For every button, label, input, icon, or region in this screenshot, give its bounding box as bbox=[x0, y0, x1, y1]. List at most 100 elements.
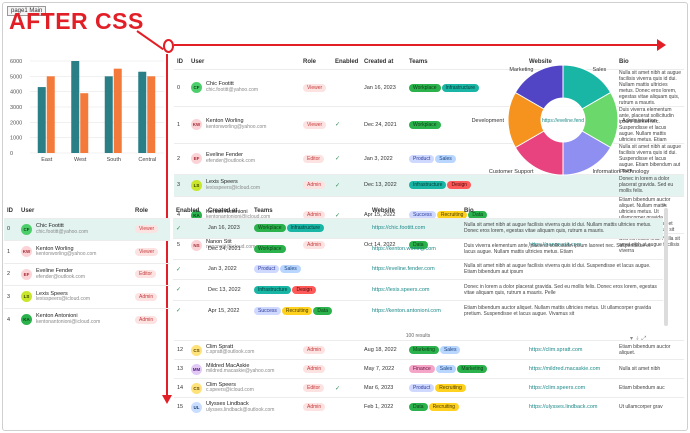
website-cell[interactable]: https://kenton.antonioni.com bbox=[369, 299, 461, 321]
column-header[interactable]: Enabled bbox=[176, 207, 200, 214]
table-row[interactable]: 2 EF Eveline Fender efender@outlook.com Edit… bbox=[4, 262, 170, 286]
download-icon[interactable]: ⤓ bbox=[636, 336, 642, 342]
table-row[interactable]: 3 LS Lexis Speers lexisspeers@icloud.com Adm… bbox=[4, 285, 170, 308]
teams-cell: Infrastructure Design bbox=[251, 279, 369, 300]
table-row[interactable]: Dec 24, 2021 Workplace https://kenton.worl… bbox=[173, 238, 663, 259]
donut-chart-svg: Sales Administration Information Technolog… bbox=[472, 64, 657, 176]
website-cell-text[interactable]: https://eveline.fender.com bbox=[372, 266, 435, 273]
column-header[interactable]: Created at bbox=[208, 207, 238, 214]
website-cell[interactable]: https://lexis.speers.com bbox=[369, 279, 461, 300]
website-cell-text[interactable]: https://kenton.worling.com bbox=[372, 245, 436, 252]
table-row[interactable]: ✓ Dec 13, 2022 Infrastructure Design https:/… bbox=[173, 279, 663, 300]
avatar: EF bbox=[191, 153, 202, 164]
table-row[interactable]: 14 CS Clim Speers c.speers@icloud.com Editor… bbox=[174, 378, 684, 398]
user-cell: CF Chic Footitt chic.footitt@yahoo.com bbox=[191, 81, 297, 93]
table-row[interactable]: 0 CF Chic Footitt chic.footitt@yahoo.com Vie… bbox=[4, 217, 170, 241]
website-cell-text[interactable]: https://lexis.speers.com bbox=[372, 286, 430, 293]
column-header[interactable]: User bbox=[191, 58, 205, 65]
enabled-cell bbox=[332, 397, 361, 417]
filter-icon[interactable]: ▾ bbox=[630, 336, 637, 342]
created-cell-text: Jan 3, 2022 bbox=[364, 155, 393, 162]
id-cell: 3 bbox=[4, 285, 18, 308]
website-cell[interactable]: https://chic.footitt.com bbox=[369, 217, 461, 239]
enabled-cell: ✓ bbox=[332, 105, 361, 143]
table-row[interactable]: 13 MM Mildred MacAskie mildred.macaskie@yah… bbox=[174, 359, 684, 379]
enabled-cell bbox=[332, 359, 361, 379]
website-cell[interactable]: https://clim.speers.com bbox=[526, 378, 616, 398]
user-email: kentonantonioni@icloud.com bbox=[36, 318, 101, 325]
table-row[interactable]: ✓ Jan 3, 2022 Product Sales https://eveline.… bbox=[173, 258, 663, 280]
role-badge: Admin bbox=[135, 292, 158, 301]
id-cell: 12 bbox=[174, 340, 188, 360]
results-count: 100 results bbox=[405, 333, 431, 339]
expand-icon[interactable]: ⤢ bbox=[641, 336, 650, 342]
user-cell-td: LS Lexis Speers lexisspeers@icloud.com bbox=[188, 173, 300, 197]
team-badge: Sales bbox=[435, 365, 457, 373]
user-email: chic.footitt@yahoo.com bbox=[206, 86, 259, 93]
table-row[interactable]: 1 KW Kenton Worling kentonworling@yahoo.com… bbox=[4, 240, 170, 263]
website-cell[interactable]: https://clim.spratt.com bbox=[526, 340, 616, 360]
created-cell-text: May 7, 2022 bbox=[364, 366, 395, 372]
created-cell-text: Apr 15, 2022 bbox=[364, 212, 396, 218]
column-header[interactable]: Teams bbox=[409, 58, 428, 65]
website-cell-text[interactable]: https://kenton.antonioni.com bbox=[372, 307, 441, 314]
column-header[interactable]: Enabled bbox=[335, 58, 359, 65]
bio-cell-text: Etiam bibendum auctor aliquet. Nullam ma… bbox=[464, 304, 652, 317]
website-cell-text[interactable]: https://mildred.macaskie.com bbox=[529, 366, 601, 372]
avatar: KA bbox=[191, 209, 202, 221]
scroll-up-icon[interactable]: ▲ bbox=[662, 202, 667, 208]
bar bbox=[80, 93, 89, 153]
teams-cell: Product Recruiting bbox=[406, 378, 526, 398]
team-badge: Infrastructure bbox=[254, 285, 292, 294]
column-header[interactable]: Role bbox=[135, 207, 149, 214]
page-tab[interactable]: page1 Main bbox=[7, 6, 47, 16]
column-header[interactable]: User bbox=[21, 207, 35, 214]
table-row[interactable]: ✓ Jan 16, 2023 Workplace Infrastructure http… bbox=[173, 217, 663, 239]
teams-cell: Product Sales bbox=[251, 258, 369, 280]
left-table: ID User Role 0 CF Chic Footitt chic.footitt@y… bbox=[4, 204, 170, 331]
role-badge: Viewer bbox=[135, 247, 159, 256]
column-header[interactable]: Website bbox=[529, 58, 552, 65]
created-cell-text: Apr 15, 2022 bbox=[208, 307, 240, 314]
user-text: Lexis Speers lexisspeers@icloud.com bbox=[206, 179, 260, 191]
website-cell-text[interactable]: https://chic.footitt.com bbox=[372, 225, 426, 232]
website-cell-text[interactable]: https://clim.spratt.com bbox=[529, 347, 583, 353]
website-cell-text[interactable]: https://ulysses.lindback.com bbox=[529, 404, 598, 411]
column-header[interactable]: Created at bbox=[364, 58, 394, 65]
user-cell-td: CF Chic Footitt chic.footitt@yahoo.com bbox=[18, 217, 132, 241]
team-badge: Recruiting bbox=[436, 211, 468, 219]
website-cell[interactable]: https://eveline.fender.com bbox=[369, 258, 461, 280]
column-header[interactable]: Teams bbox=[254, 207, 273, 214]
table-row[interactable]: 12 CS Clim Spratt c.spratt@outlook.com Admin… bbox=[174, 340, 684, 360]
user-cell-td: KW Kenton Worling kentonworling@yahoo.com bbox=[18, 240, 132, 263]
table-row[interactable]: 4 KA Kenton Antonioni kentonantonioni@iclou… bbox=[4, 307, 170, 331]
table-row[interactable]: ✓ Apr 15, 2022 Success Recruiting Data https:… bbox=[173, 299, 663, 321]
vertical-scrollbar[interactable] bbox=[664, 208, 668, 326]
role-badge: Viewer bbox=[135, 225, 159, 234]
id-cell: 14 bbox=[174, 378, 188, 398]
website-cell[interactable]: https://mildred.macaskie.com bbox=[526, 359, 616, 379]
role-badge: Viewer bbox=[303, 83, 327, 92]
column-header[interactable]: Bio bbox=[464, 207, 474, 214]
website-cell[interactable]: https://ulysses.lindback.com bbox=[526, 397, 616, 417]
team-badge: Data bbox=[468, 211, 487, 219]
column-header[interactable]: Website bbox=[372, 207, 395, 214]
donut-center-text: https://eveline.fend bbox=[542, 118, 584, 124]
website-cell-text[interactable]: https://clim.speers.com bbox=[529, 385, 586, 391]
created-cell: Jan 16, 2023 bbox=[205, 217, 251, 239]
user-email: kentonantonioni@icloud.com bbox=[206, 214, 271, 221]
avatar: EF bbox=[21, 268, 32, 280]
enabled-cell: ✓ bbox=[173, 279, 205, 300]
user-cell: MM Mildred MacAskie mildred.macaskie@yahoo… bbox=[191, 363, 297, 375]
bio-cell: Donec in lorem a dolor placerat gravida.… bbox=[616, 173, 684, 197]
table-row[interactable]: 15 UL Ulysses Lindback ulysses.lindback@out… bbox=[174, 397, 684, 417]
table-row[interactable]: 3 LS Lexis Speers lexisspeers@icloud.com Adm… bbox=[174, 173, 684, 197]
website-cell[interactable]: https://kenton.worling.com bbox=[369, 238, 461, 259]
x-tick-label: West bbox=[74, 157, 87, 163]
user-name: Clim Speers bbox=[206, 381, 236, 388]
team-badge: Finance bbox=[409, 365, 435, 373]
column-header[interactable]: ID bbox=[177, 58, 183, 65]
column-header[interactable]: Role bbox=[303, 58, 317, 65]
column-header[interactable]: ID bbox=[7, 207, 13, 214]
column-header[interactable]: Bio bbox=[619, 58, 629, 65]
